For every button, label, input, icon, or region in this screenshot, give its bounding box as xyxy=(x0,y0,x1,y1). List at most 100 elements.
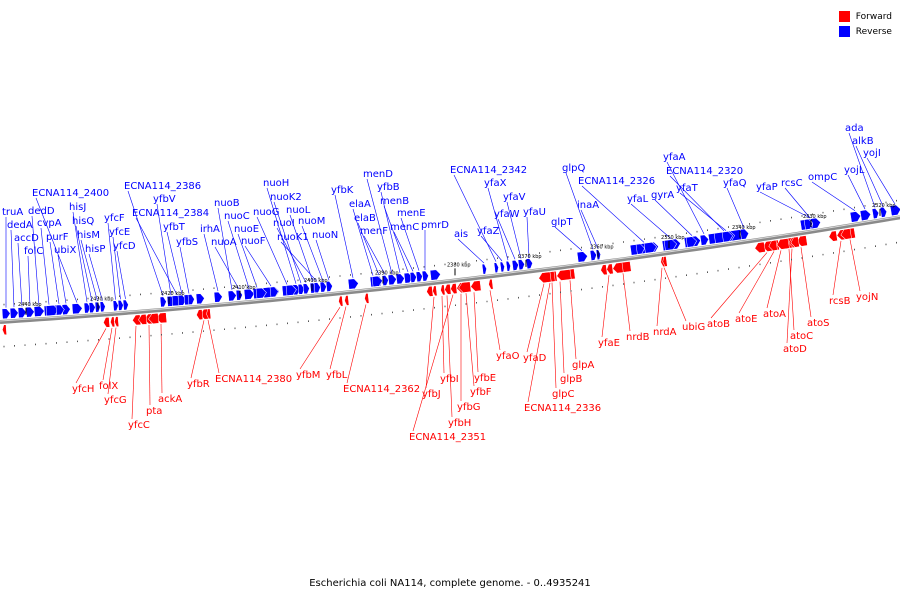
reverse-gene-leader xyxy=(847,174,866,210)
forward-gene-leader xyxy=(329,306,347,370)
reverse-gene-label: rcsC xyxy=(781,178,803,189)
forward-gene-arrow xyxy=(426,285,434,297)
forward-gene-leader xyxy=(663,267,687,322)
reverse-gene-arrow xyxy=(889,204,900,217)
forward-gene-leader xyxy=(738,251,775,314)
reverse-gene-leader xyxy=(363,235,386,275)
forward-gene-arrow xyxy=(662,256,668,267)
kbp-tick-label: 2340 kbp xyxy=(732,225,756,231)
forward-gene-label: yfbR xyxy=(187,379,210,390)
reverse-gene-leader xyxy=(88,253,103,301)
reverse-gene-arrow xyxy=(699,234,709,246)
reverse-gene-arrow xyxy=(481,263,487,275)
forward-gene-leader xyxy=(465,293,475,387)
reverse-gene-label: yfaP xyxy=(756,182,778,193)
forward-gene-label: yfcG xyxy=(104,395,127,406)
reverse-gene-leader xyxy=(80,239,98,302)
reverse-gene-leader xyxy=(244,245,272,287)
reverse-gene-arrow xyxy=(235,289,243,301)
reverse-gene-leader xyxy=(179,246,190,294)
reverse-gene-leader xyxy=(380,191,401,273)
reverse-gene-label: menF xyxy=(360,226,388,237)
forward-gene-arrow xyxy=(103,316,111,328)
reverse-gene-arrow xyxy=(879,206,888,218)
forward-gene-arrow xyxy=(110,316,116,328)
forward-gene-label: ECNA114_2362 xyxy=(343,384,420,395)
reverse-gene-label: alkB xyxy=(852,136,874,147)
reverse-gene-arrow xyxy=(319,281,327,293)
forward-gene-leader xyxy=(299,307,341,370)
reverse-swatch xyxy=(838,26,850,37)
forward-gene-label: yfcH xyxy=(72,384,94,395)
reverse-gene-arrow xyxy=(243,288,255,300)
reverse-gene-label: yfaU xyxy=(523,207,546,218)
forward-gene-leader xyxy=(190,320,205,379)
reverse-gene-label: yojL xyxy=(844,165,865,176)
forward-gene-arrow xyxy=(538,271,552,284)
reverse-gene-leader xyxy=(17,242,23,307)
reverse-gene-label: pmrD xyxy=(421,220,449,231)
reverse-gene-arrow xyxy=(721,231,733,243)
reverse-gene-label: nuoK1 xyxy=(277,232,309,243)
reverse-gene-arrow xyxy=(395,273,405,285)
kbp-tick-label: 2360 kbp xyxy=(590,245,614,251)
reverse-gene-arrow xyxy=(88,302,96,313)
forward-gene-arrow xyxy=(2,324,7,335)
reverse-gene-arrow xyxy=(61,304,71,315)
reverse-gene-leader xyxy=(352,208,374,276)
reverse-gene-label: ubiX xyxy=(54,245,76,256)
reverse-gene-arrow xyxy=(213,291,223,303)
reverse-gene-label: nuoA xyxy=(211,237,237,248)
reverse-gene-leader xyxy=(669,175,725,232)
reverse-gene-leader xyxy=(256,216,288,285)
reverse-gene-label: ais xyxy=(454,229,468,240)
forward-gene-arrow xyxy=(556,269,572,281)
reverse-gene-leader xyxy=(784,187,811,219)
reverse-gene-arrow xyxy=(71,303,83,315)
forward-gene-label: yfaE xyxy=(598,338,620,349)
reverse-gene-label: ECNA114_2326 xyxy=(578,176,655,187)
forward-gene-arrow xyxy=(132,314,142,326)
reverse-gene-leader xyxy=(289,214,314,283)
reverse-gene-arrow xyxy=(595,249,601,261)
reverse-gene-label: elaA xyxy=(349,199,371,210)
reverse-gene-arrow xyxy=(117,300,124,311)
reverse-gene-leader xyxy=(453,174,497,262)
reverse-gene-label: ada xyxy=(845,123,864,134)
reverse-gene-leader xyxy=(855,145,884,207)
forward-gene-leader xyxy=(559,281,565,374)
reverse-gene-label: gyrA xyxy=(651,190,674,201)
kbp-tick-label: 2380 kbp xyxy=(447,262,471,268)
forward-gene-label: yfbF xyxy=(470,387,492,398)
reverse-gene-label: purF xyxy=(46,232,69,243)
reverse-gene-label: yfbB xyxy=(377,182,400,193)
kbp-tick-label: 2440 kbp xyxy=(18,302,42,308)
reverse-gene-label: menE xyxy=(397,208,426,219)
gene-label-layer: truAdedAaccDfolCdedDcvpApurFubiXECNA114_… xyxy=(2,123,896,443)
reverse-gene-leader xyxy=(276,227,307,283)
forward-gene-arrow xyxy=(840,228,852,240)
reverse-gene-arrow xyxy=(122,299,129,311)
forward-gene-arrow xyxy=(600,264,608,276)
forward-gene-label: yfbM xyxy=(296,370,320,381)
backbone-line xyxy=(0,215,900,324)
reverse-gene-label: dedA xyxy=(7,220,33,231)
reverse-gene-label: nuoH xyxy=(263,178,289,189)
reverse-gene-label: yfaA xyxy=(663,152,686,163)
forward-gene-leader xyxy=(551,282,557,389)
reverse-gene-label: yfcF xyxy=(104,213,125,224)
forward-gene-label: pta xyxy=(146,406,162,417)
forward-gene-label: atoB xyxy=(707,319,730,330)
forward-gene-arrow xyxy=(488,278,494,290)
reverse-gene-label: ECNA114_2342 xyxy=(450,165,527,176)
reverse-gene-leader xyxy=(506,201,522,259)
reverse-gene-arrow xyxy=(269,286,279,298)
forward-gene-leader xyxy=(346,304,367,384)
forward-gene-leader xyxy=(849,239,861,292)
forward-gene-leader xyxy=(710,252,768,319)
reverse-gene-label: glpQ xyxy=(562,163,585,174)
reverse-gene-arrow xyxy=(635,243,645,255)
forward-gene-label: ECNA114_2380 xyxy=(215,374,292,385)
reverse-gene-leader xyxy=(357,222,380,276)
reverse-gene-arrow xyxy=(643,242,657,254)
